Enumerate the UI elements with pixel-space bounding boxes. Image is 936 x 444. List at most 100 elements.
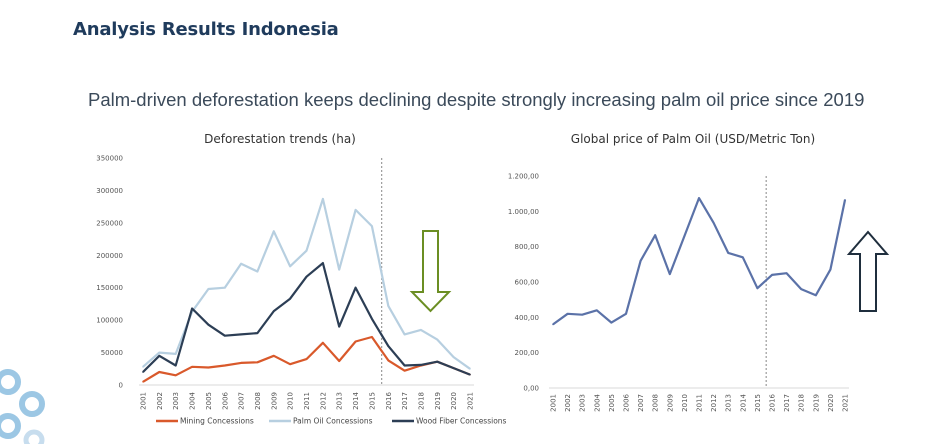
y-tick-label: 150000 (96, 284, 123, 292)
x-tick-label: 2012 (319, 392, 327, 410)
data-point (354, 286, 357, 289)
data-point (354, 209, 357, 211)
decorative-logo-icon (0, 369, 45, 444)
x-tick-label: 2020 (827, 394, 835, 412)
data-point (174, 374, 177, 377)
y-tick-label: 250000 (96, 219, 123, 227)
x-tick-label: 2011 (696, 394, 704, 412)
data-point (338, 360, 341, 362)
data-point (158, 371, 161, 373)
x-tick-label: 2016 (769, 393, 777, 411)
x-tick-label: 2004 (189, 391, 197, 409)
data-point (403, 333, 406, 336)
x-tick-label: 2006 (623, 393, 631, 411)
data-point (566, 313, 569, 315)
data-point (240, 262, 242, 265)
data-point (756, 287, 759, 289)
data-point (654, 234, 656, 236)
chart-title: Deforestation trends (ha) (204, 132, 356, 146)
data-point (174, 353, 177, 355)
data-point (256, 361, 259, 364)
x-tick-label: 2017 (401, 392, 409, 410)
x-tick-label: 2013 (336, 392, 344, 410)
data-point (829, 268, 832, 271)
data-point (815, 294, 817, 297)
data-point (596, 309, 598, 312)
data-point (273, 355, 275, 357)
page-title: Analysis Results Indonesia (73, 19, 339, 40)
x-tick-label: 2005 (608, 394, 616, 412)
data-point (371, 225, 373, 227)
down-arrow-icon (409, 230, 452, 313)
data-point (354, 340, 357, 343)
x-tick-label: 2019 (812, 394, 820, 412)
x-tick-label: 2010 (287, 392, 295, 410)
x-tick-label: 2011 (303, 392, 311, 410)
x-tick-label: 2020 (450, 392, 458, 410)
x-tick-label: 2002 (156, 392, 164, 410)
y-tick-label: 100000 (96, 317, 123, 325)
data-point (639, 260, 642, 262)
data-point (371, 336, 373, 338)
x-tick-label: 2017 (783, 394, 791, 412)
data-point (191, 366, 193, 368)
data-point (552, 323, 554, 326)
data-point (712, 222, 715, 224)
data-point (387, 345, 390, 347)
data-point (420, 329, 422, 331)
data-point (289, 363, 291, 366)
data-point (142, 371, 144, 373)
y-tick-label: 1.000,00 (508, 208, 539, 216)
y-tick-label: 800,00 (515, 243, 540, 251)
up-arrow-icon (846, 230, 890, 312)
x-tick-label: 2003 (579, 394, 587, 412)
data-point (436, 338, 439, 341)
data-point (322, 198, 324, 200)
data-point (207, 288, 210, 290)
data-point (207, 366, 210, 369)
x-tick-label: 2010 (681, 394, 689, 412)
x-tick-label: 2015 (368, 392, 376, 410)
data-point (387, 305, 390, 307)
x-tick-label: 2013 (725, 394, 733, 412)
legend-label: Palm Oil Concessions (293, 417, 373, 426)
x-tick-label: 2007 (637, 394, 645, 412)
data-point (240, 333, 242, 336)
data-point (581, 313, 583, 316)
legend-label: Mining Concessions (180, 417, 254, 426)
data-point (387, 359, 390, 362)
data-point (403, 369, 406, 372)
data-point (322, 262, 324, 264)
data-point (223, 364, 226, 367)
y-tick-label: 1.200,00 (508, 173, 539, 181)
data-point (305, 358, 308, 360)
x-tick-label: 2002 (564, 394, 572, 412)
data-point (698, 197, 700, 199)
data-point (207, 323, 210, 326)
y-tick-label: 50000 (101, 349, 123, 357)
x-tick-label: 2016 (385, 391, 393, 409)
data-point (727, 252, 729, 254)
headline: Palm-driven deforestation keeps declinin… (88, 89, 865, 110)
x-tick-label: 2018 (417, 392, 425, 410)
data-point (273, 230, 275, 233)
x-tick-label: 2018 (798, 394, 806, 412)
x-tick-label: 2021 (467, 392, 475, 410)
data-point (174, 364, 177, 367)
data-point (436, 360, 439, 363)
series-line-palm-oil-concessions (142, 197, 471, 370)
data-point (785, 272, 788, 274)
data-point (322, 342, 324, 344)
y-tick-label: 600,00 (515, 279, 540, 287)
x-tick-label: 2015 (754, 394, 762, 412)
data-point (273, 310, 275, 312)
data-point (469, 367, 471, 370)
x-tick-label: 2006 (221, 391, 229, 409)
y-tick-label: 200000 (96, 252, 123, 260)
data-point (452, 367, 455, 369)
data-point (420, 364, 422, 366)
data-point (338, 268, 341, 271)
data-point (669, 273, 671, 275)
chart-title: Global price of Palm Oil (USD/Metric Ton… (571, 132, 815, 146)
